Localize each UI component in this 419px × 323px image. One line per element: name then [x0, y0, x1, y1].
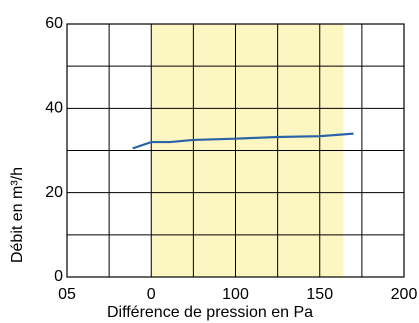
x-tick-label: 100	[222, 286, 249, 303]
x-tick-label: 200	[391, 286, 418, 303]
y-axis-label: Débit en m³/h	[9, 167, 26, 263]
y-tick-label: 60	[45, 15, 63, 32]
y-tick-label: 40	[45, 100, 63, 117]
y-tick-label: 0	[54, 268, 63, 285]
data-line	[132, 132, 354, 150]
x-tick-label: 0	[147, 286, 156, 303]
x-axis-label: Différence de pression en Pa	[107, 304, 313, 321]
x-tick-label: 150	[306, 286, 333, 303]
plot-frame	[66, 23, 405, 278]
y-tick-label: 20	[45, 184, 63, 201]
x-tick-label: 05	[58, 286, 76, 303]
